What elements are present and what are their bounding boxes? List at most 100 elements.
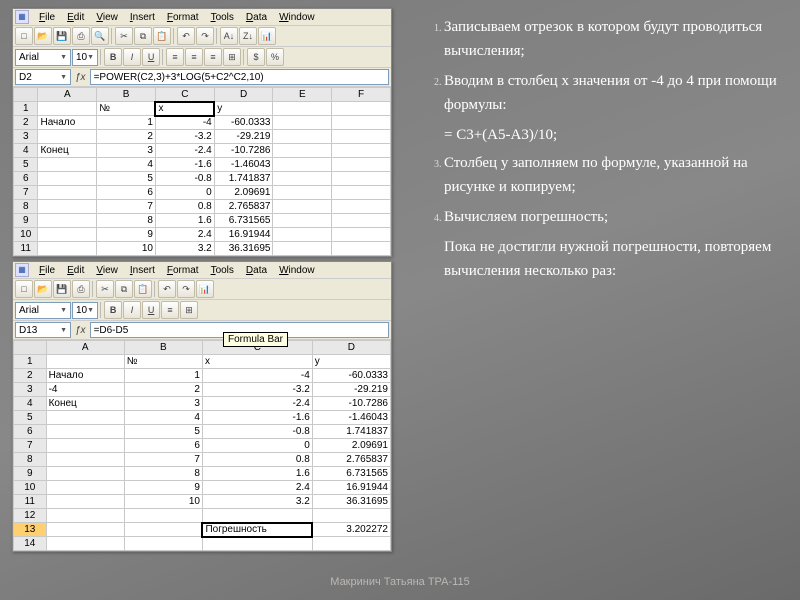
grid-2[interactable]: ABCD1№xy2Начало1-4-60.03333-42-3.2-29.21… xyxy=(13,340,391,551)
cell[interactable] xyxy=(273,144,332,158)
cell[interactable] xyxy=(273,228,332,242)
save-icon[interactable]: 💾 xyxy=(53,27,71,45)
cell[interactable] xyxy=(273,130,332,144)
cell[interactable]: 1.741837 xyxy=(312,425,390,439)
copy-icon[interactable]: ⧉ xyxy=(115,280,133,298)
cell[interactable]: 6.731565 xyxy=(214,214,273,228)
row-header[interactable]: 1 xyxy=(14,102,38,116)
cell[interactable] xyxy=(124,509,202,523)
cell[interactable]: 0 xyxy=(202,439,312,453)
cell[interactable]: -29.219 xyxy=(214,130,273,144)
fx-icon[interactable]: ƒx xyxy=(75,325,86,336)
align-left-icon[interactable]: ≡ xyxy=(161,301,179,319)
menu-format[interactable]: Format xyxy=(161,264,205,277)
cell[interactable]: -2.4 xyxy=(155,144,214,158)
cell[interactable] xyxy=(46,537,124,551)
name-box[interactable]: D13▼ xyxy=(15,322,71,338)
cell[interactable] xyxy=(273,214,332,228)
italic-icon[interactable]: I xyxy=(123,48,141,66)
print-icon[interactable]: ⎙ xyxy=(72,27,90,45)
col-header[interactable]: D xyxy=(312,341,390,355)
underline-icon[interactable]: U xyxy=(142,301,160,319)
menu-format[interactable]: Format xyxy=(161,11,205,24)
row-header[interactable]: 3 xyxy=(14,130,38,144)
cell[interactable] xyxy=(332,130,391,144)
cell[interactable] xyxy=(273,242,332,256)
underline-icon[interactable]: U xyxy=(142,48,160,66)
cell[interactable]: 7 xyxy=(97,200,156,214)
cell[interactable]: -1.6 xyxy=(155,158,214,172)
col-header[interactable]: A xyxy=(38,88,97,102)
cell[interactable] xyxy=(38,172,97,186)
row-header[interactable]: 5 xyxy=(14,411,47,425)
cell[interactable] xyxy=(38,200,97,214)
undo-icon[interactable]: ↶ xyxy=(177,27,195,45)
formula-input[interactable]: =POWER(C2,3)+3*LOG(5+C2^C2,10) xyxy=(90,69,389,85)
cell[interactable]: 8 xyxy=(124,467,202,481)
cell[interactable]: 0 xyxy=(155,186,214,200)
cell[interactable] xyxy=(273,102,332,116)
col-header[interactable]: F xyxy=(332,88,391,102)
cell[interactable]: -29.219 xyxy=(312,383,390,397)
cell[interactable]: 2.765837 xyxy=(214,200,273,214)
align-right-icon[interactable]: ≡ xyxy=(204,48,222,66)
row-header[interactable]: 3 xyxy=(14,383,47,397)
row-header[interactable]: 13 xyxy=(14,523,47,537)
cell[interactable] xyxy=(46,425,124,439)
cell[interactable]: 36.31695 xyxy=(312,495,390,509)
cell[interactable]: -60.0333 xyxy=(312,369,390,383)
cell[interactable]: 16.91944 xyxy=(312,481,390,495)
cell[interactable]: 3.2 xyxy=(202,495,312,509)
cell[interactable] xyxy=(312,537,390,551)
cell[interactable]: 6 xyxy=(97,186,156,200)
cell[interactable]: 2.765837 xyxy=(312,453,390,467)
row-header[interactable]: 8 xyxy=(14,200,38,214)
row-header[interactable]: 6 xyxy=(14,172,38,186)
cell[interactable]: 8 xyxy=(97,214,156,228)
bold-icon[interactable]: B xyxy=(104,301,122,319)
col-header[interactable]: D xyxy=(214,88,273,102)
currency-icon[interactable]: $ xyxy=(247,48,265,66)
menu-edit[interactable]: Edit xyxy=(61,11,90,24)
row-header[interactable]: 9 xyxy=(14,214,38,228)
grid-1[interactable]: ABCDEF1№xy2Начало1-4-60.033332-3.2-29.21… xyxy=(13,87,391,256)
cell[interactable] xyxy=(46,355,124,369)
cell[interactable]: 1.6 xyxy=(202,467,312,481)
cell[interactable]: 2 xyxy=(97,130,156,144)
bold-icon[interactable]: B xyxy=(104,48,122,66)
cell[interactable]: -10.7286 xyxy=(312,397,390,411)
cell[interactable]: -1.6 xyxy=(202,411,312,425)
preview-icon[interactable]: 🔍 xyxy=(91,27,109,45)
cell[interactable]: y xyxy=(214,102,273,116)
cell[interactable]: -0.8 xyxy=(155,172,214,186)
row-header[interactable]: 10 xyxy=(14,481,47,495)
redo-icon[interactable]: ↷ xyxy=(196,27,214,45)
col-header[interactable]: B xyxy=(97,88,156,102)
cell[interactable] xyxy=(46,411,124,425)
paste-icon[interactable]: 📋 xyxy=(134,280,152,298)
cell[interactable]: 10 xyxy=(124,495,202,509)
menu-tools[interactable]: Tools xyxy=(205,11,240,24)
cell[interactable] xyxy=(312,509,390,523)
sort-desc-icon[interactable]: Z↓ xyxy=(239,27,257,45)
cell[interactable] xyxy=(38,130,97,144)
cell[interactable]: 4 xyxy=(124,411,202,425)
cell[interactable] xyxy=(202,537,312,551)
cell[interactable] xyxy=(332,214,391,228)
row-header[interactable]: 4 xyxy=(14,397,47,411)
sort-asc-icon[interactable]: A↓ xyxy=(220,27,238,45)
menu-insert[interactable]: Insert xyxy=(124,11,161,24)
cell[interactable] xyxy=(273,200,332,214)
cell[interactable]: 6.731565 xyxy=(312,467,390,481)
name-box[interactable]: D2▼ xyxy=(15,69,71,85)
font-size-combo[interactable]: 10▼ xyxy=(72,302,98,319)
cell[interactable]: -60.0333 xyxy=(214,116,273,130)
cell[interactable]: № xyxy=(97,102,156,116)
cell[interactable] xyxy=(46,509,124,523)
cell[interactable]: -3.2 xyxy=(155,130,214,144)
cell[interactable]: 4 xyxy=(97,158,156,172)
cell[interactable]: 5 xyxy=(124,425,202,439)
row-header[interactable]: 9 xyxy=(14,467,47,481)
menu-window[interactable]: Window xyxy=(273,11,321,24)
cell[interactable] xyxy=(332,158,391,172)
